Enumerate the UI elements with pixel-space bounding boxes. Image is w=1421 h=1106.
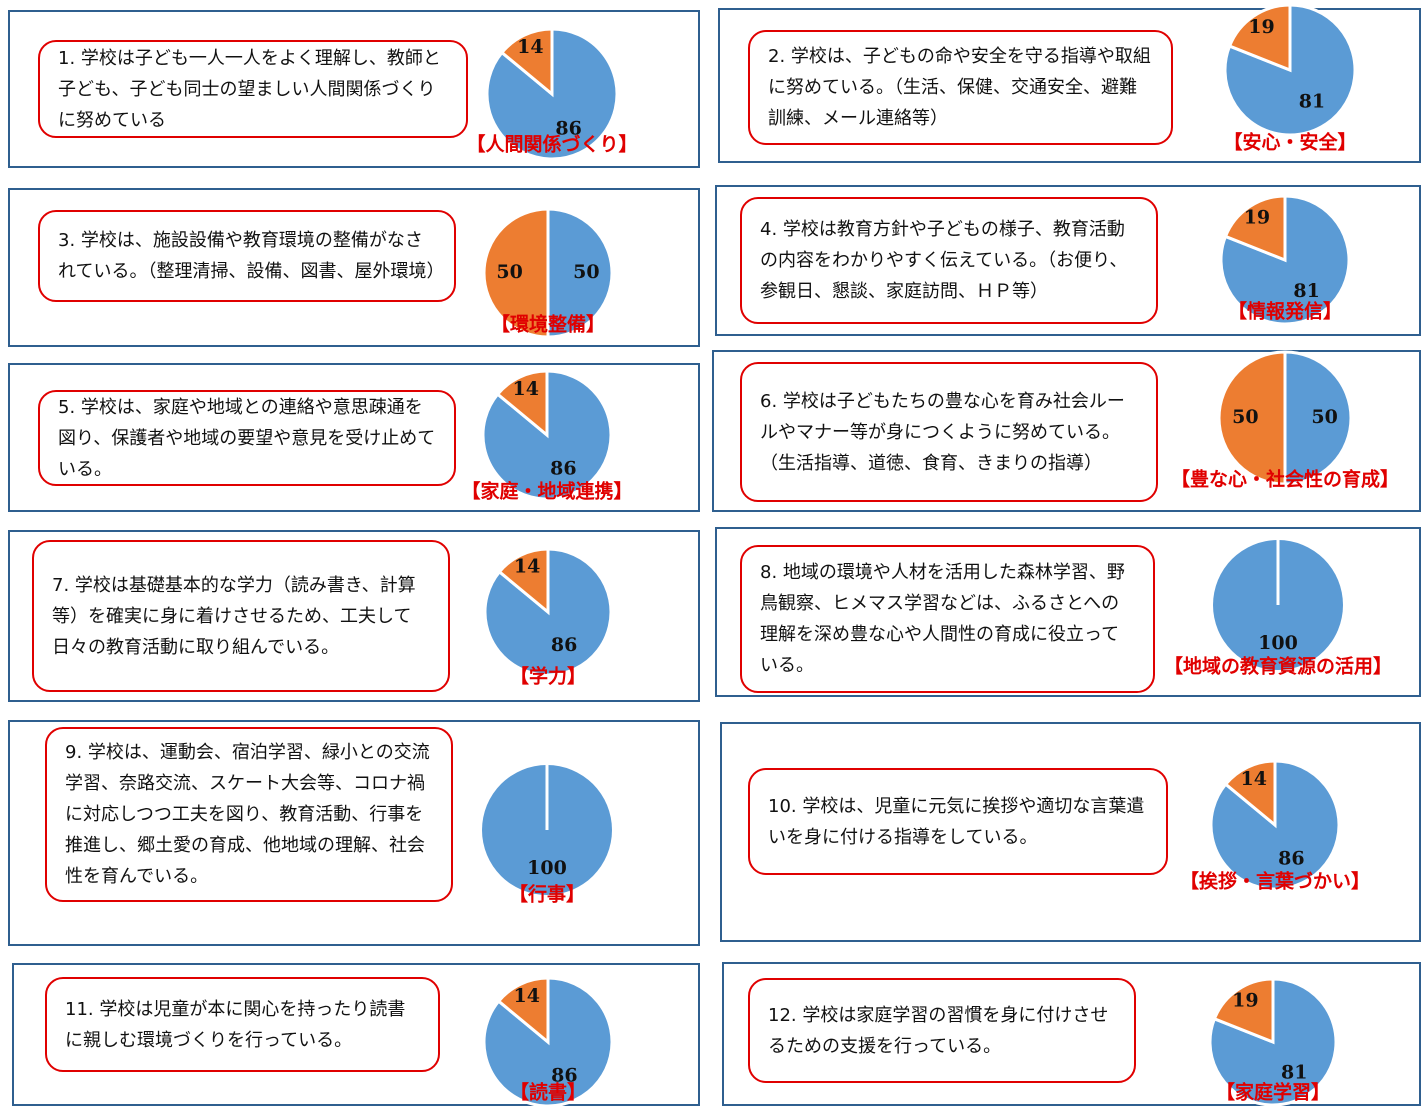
question-text: 1. 学校は子ども一人一人をよく理解し、教師と子ども、子ども同士の望ましい人間関…: [58, 47, 441, 131]
data-label: 14: [513, 378, 539, 400]
question-text: 3. 学校は、施設設備や教育環境の整備がなされている。（整理清掃、設備、図書、屋…: [58, 230, 445, 282]
question-text: 9. 学校は、運動会、宿泊学習、緑小との交流学習、奈路交流、スケート大会等、コロ…: [65, 742, 430, 887]
panel: [12, 963, 700, 1106]
panel: [8, 188, 700, 347]
pie-slice: [495, 369, 549, 439]
category-label: 【人間関係づくり】: [466, 133, 637, 156]
category-label: 【行事】: [509, 883, 585, 906]
data-label: 50: [1311, 406, 1337, 428]
category-label: 【学力】: [510, 665, 586, 688]
data-label: 14: [514, 556, 540, 578]
question-box: 9. 学校は、運動会、宿泊学習、緑小との交流学習、奈路交流、スケート大会等、コロ…: [45, 727, 453, 902]
data-label: 19: [1232, 989, 1258, 1011]
category-label: 【情報発信】: [1228, 300, 1342, 323]
data-label: 86: [551, 634, 577, 656]
panel: [8, 530, 700, 702]
pie-slice: [1217, 350, 1287, 486]
question-box: 5. 学校は、家庭や地域との連絡や意思疎通を図り、保護者や地域の要望や意見を受け…: [38, 390, 456, 486]
pie-slice: [497, 547, 550, 616]
category-label: 【家庭学習】: [1216, 1081, 1330, 1104]
panel: [715, 527, 1421, 697]
pie-slice: [482, 207, 550, 339]
question-box: 6. 学校は子どもたちの豊な心を育み社会ルールやマナー等が身につくように努めてい…: [740, 362, 1158, 502]
pie-slice: [1212, 977, 1275, 1045]
category-label: 【読書】: [510, 1081, 586, 1104]
data-label: 86: [1278, 848, 1304, 870]
data-label: 81: [1293, 280, 1319, 302]
question-box: 11. 学校は児童が本に関心を持ったり読書に親しむ環境づくりを行っている。: [45, 977, 440, 1072]
question-box: 8. 地域の環境や人材を活用した森林学習、野鳥観察、ヒメマス学習などは、ふるさと…: [740, 545, 1155, 693]
question-box: 2. 学校は、子どもの命や安全を守る指導や取組に努めている。（生活、保健、交通安…: [748, 30, 1173, 145]
panel: [720, 722, 1421, 942]
data-label: 19: [1248, 16, 1274, 38]
question-text: 2. 学校は、子どもの命や安全を守る指導や取組に努めている。（生活、保健、交通安…: [768, 46, 1151, 129]
category-label: 【家庭・地域連携】: [461, 480, 632, 503]
category-label: 【安心・安全】: [1223, 131, 1356, 154]
data-label: 14: [1241, 768, 1267, 790]
data-label: 81: [1299, 90, 1325, 112]
category-label: 【地域の教育資源の活用】: [1164, 655, 1392, 678]
question-text: 12. 学校は家庭学習の習慣を身に付けさせるための支援を行っている。: [768, 1004, 1109, 1057]
question-text: 4. 学校は教育方針や子どもの様子、教育活動の内容をわかりやすく伝えている。（お…: [760, 219, 1128, 302]
question-box: 4. 学校は教育方針や子どもの様子、教育活動の内容をわかりやすく伝えている。（お…: [740, 197, 1158, 324]
data-label: 86: [550, 458, 576, 480]
data-label: 86: [551, 1065, 577, 1087]
panel: [712, 350, 1421, 512]
question-box: 10. 学校は、児童に元気に挨拶や適切な言葉遣いを身に付ける指導をしている。: [748, 768, 1168, 875]
pie-slice: [499, 27, 554, 98]
question-box: 3. 学校は、施設設備や教育環境の整備がなされている。（整理清掃、設備、図書、屋…: [38, 210, 456, 302]
panel: [715, 185, 1421, 336]
data-label: 14: [517, 36, 543, 58]
question-box: 1. 学校は子ども一人一人をよく理解し、教師と子ども、子ども同士の望ましい人間関…: [38, 40, 468, 138]
data-label: 100: [1258, 632, 1298, 654]
category-label: 【豊な心・社会性の育成】: [1171, 468, 1399, 491]
pie-slice: [1223, 194, 1287, 263]
data-label: 19: [1244, 207, 1270, 229]
question-box: 12. 学校は家庭学習の習慣を身に付けさせるための支援を行っている。: [748, 978, 1136, 1083]
panel: [8, 10, 700, 168]
pie-slice: [1283, 350, 1353, 486]
data-label: 50: [1232, 406, 1258, 428]
question-box: 7. 学校は基礎基本的な学力（読み書き、計算等）を確実に身に着けさせるため、工夫…: [32, 540, 450, 692]
pie-slice: [496, 976, 550, 1046]
question-text: 11. 学校は児童が本に関心を持ったり読書に親しむ環境づくりを行っている。: [65, 998, 406, 1051]
panel: [722, 962, 1421, 1106]
question-text: 10. 学校は、児童に元気に挨拶や適切な言葉遣いを身に付ける指導をしている。: [768, 795, 1145, 848]
data-label: 50: [573, 261, 599, 283]
pie-slice: [1223, 759, 1277, 829]
question-text: 6. 学校は子どもたちの豊な心を育み社会ルールやマナー等が身につくように努めてい…: [760, 390, 1125, 474]
category-label: 【挨拶・言葉づかい】: [1180, 870, 1370, 893]
pie-slice: [546, 207, 614, 339]
panel: [718, 8, 1421, 163]
data-label: 50: [496, 261, 522, 283]
data-label: 86: [555, 117, 581, 139]
pie-slice: [1227, 3, 1292, 73]
question-text: 8. 地域の環境や人材を活用した森林学習、野鳥観察、ヒメマス学習などは、ふるさと…: [760, 562, 1125, 676]
data-label: 14: [514, 985, 540, 1007]
data-label: 81: [1281, 1061, 1307, 1083]
question-text: 7. 学校は基礎基本的な学力（読み書き、計算等）を確実に身に着けさせるため、工夫…: [52, 574, 416, 658]
category-label: 【環境整備】: [491, 313, 605, 336]
data-label: 100: [527, 857, 567, 879]
question-text: 5. 学校は、家庭や地域との連絡や意思疎通を図り、保護者や地域の要望や意見を受け…: [58, 396, 436, 480]
panel: [8, 363, 700, 512]
panel: [8, 720, 700, 946]
